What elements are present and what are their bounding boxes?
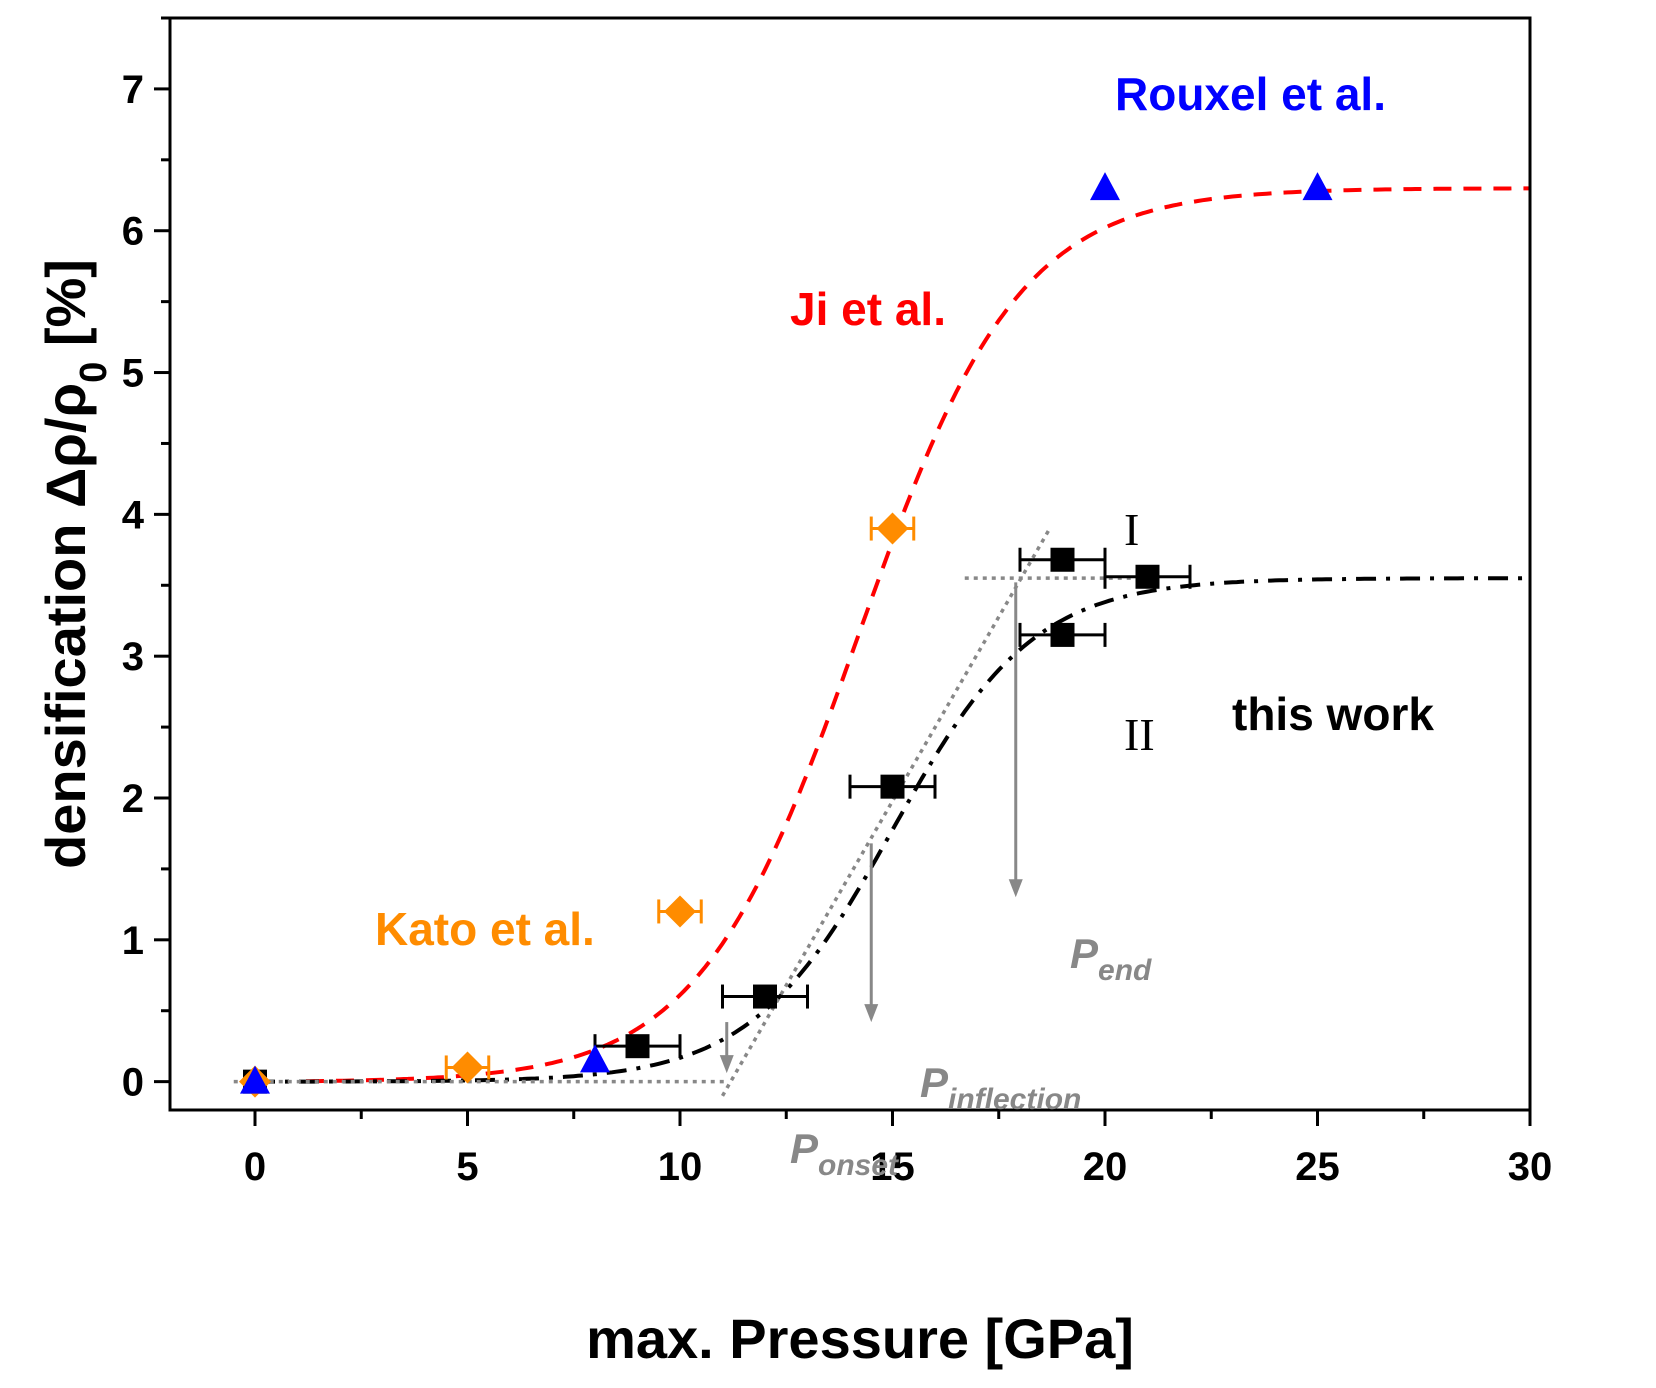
x-tick-label: 0: [244, 1145, 266, 1189]
rouxel-point: [1302, 172, 1333, 201]
p-end-label: Pend: [1070, 930, 1152, 987]
this-work-series-label: this work: [1232, 688, 1434, 740]
p-end-subscript: end: [1098, 954, 1152, 987]
ji-series-label: Ji et al.: [790, 283, 946, 335]
kato-series-label: Kato et al.: [375, 903, 595, 955]
this-work-point: [1050, 547, 1075, 572]
p-onset-subscript: onset: [818, 1149, 900, 1182]
y-tick-label: 1: [122, 919, 144, 963]
y-tick-label: 2: [122, 777, 144, 821]
y-axis-title-text: densification Δρ/ρ: [34, 383, 97, 869]
rouxel-series-label: Rouxel et al.: [1115, 68, 1386, 120]
rouxel-point: [240, 1065, 270, 1094]
p-onset-symbol: P: [790, 1125, 819, 1172]
p-inflection-label: Pinflection: [920, 1059, 1081, 1116]
p-onset-arrow-head: [719, 1055, 734, 1074]
y-axis-title-subscript: 0: [73, 362, 115, 383]
y-tick-label: 5: [122, 352, 144, 396]
x-tick-label: 25: [1295, 1145, 1340, 1189]
rouxel-point: [1090, 172, 1120, 201]
p-inflection-symbol: P: [920, 1059, 949, 1106]
y-axis-title: densification Δρ/ρ0 [%]: [34, 259, 115, 869]
x-tick-label: 15: [870, 1145, 915, 1189]
y-tick-label: 0: [122, 1061, 144, 1105]
x-tick-label: 10: [658, 1145, 703, 1189]
kato-point: [664, 895, 696, 928]
this-work-point: [625, 1034, 650, 1059]
sample-label-two: II: [1124, 709, 1155, 760]
y-tick-label: 3: [122, 635, 144, 679]
x-axis-title: max. Pressure [GPa]: [586, 1307, 1134, 1370]
p-end-symbol: P: [1070, 930, 1099, 977]
x-tick-label: 20: [1083, 1145, 1128, 1189]
p-inflection-subscript: inflection: [948, 1083, 1081, 1116]
p-inflection-arrow-head: [864, 1004, 879, 1023]
kato-point: [451, 1051, 484, 1084]
x-tick-label: 5: [456, 1145, 478, 1189]
sample-label-one: I: [1124, 504, 1139, 555]
guide-lines: [233, 527, 1148, 1097]
p-end-arrow-head: [1008, 879, 1023, 898]
this-work-fit-curve: [255, 576, 1530, 1084]
kato-point: [876, 512, 909, 545]
p-onset-label: Ponset: [790, 1125, 900, 1182]
tangent-dotted-line: [720, 527, 1052, 1097]
this-work-point: [753, 984, 777, 1009]
y-tick-label: 6: [122, 210, 144, 254]
rouxel-point: [580, 1044, 610, 1073]
plot-area-frame: [168, 16, 1532, 1112]
axis-ticks: 0 5 10 15 20 25 30 0 1 2 3 4 5 6 7: [122, 16, 1553, 1189]
data-points: [239, 172, 1333, 1098]
this-work-point: [1135, 564, 1160, 589]
y-axis-title-unit: [%]: [34, 259, 97, 362]
this-work-point: [1050, 622, 1075, 647]
y-tick-label: 4: [122, 493, 145, 537]
y-tick-label: 7: [122, 68, 144, 112]
this-work-point: [880, 774, 905, 799]
x-tick-label: 30: [1508, 1145, 1553, 1189]
